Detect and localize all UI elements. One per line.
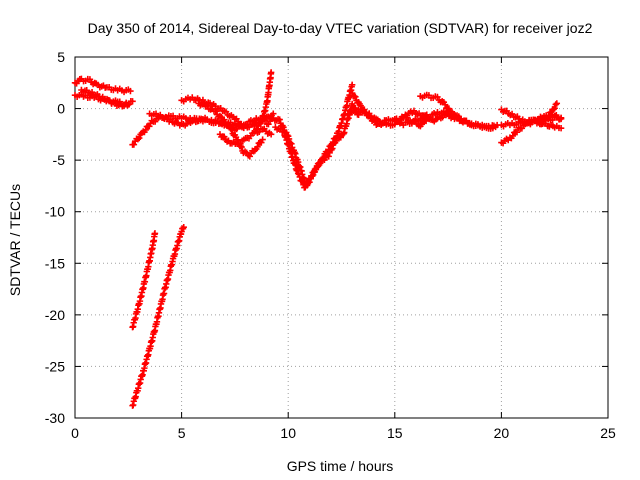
data-point [418, 121, 426, 128]
data-point [357, 102, 364, 109]
x-tick-labels: 0 5 10 15 20 25 [71, 425, 616, 441]
data-point [263, 113, 271, 121]
data-point [254, 143, 261, 150]
data-point [212, 108, 219, 115]
data-series [71, 69, 565, 409]
data-point [557, 124, 565, 132]
y-tick-label: -25 [45, 358, 65, 374]
data-point [136, 134, 143, 142]
data-point [441, 101, 449, 108]
series-arc-20 [129, 230, 159, 331]
data-point [552, 101, 559, 108]
data-point [130, 141, 138, 148]
data-point [296, 173, 303, 181]
data-point [557, 115, 565, 123]
y-tick-label: -20 [45, 307, 65, 323]
x-tick-label: 20 [494, 425, 510, 441]
y-tick-label: 0 [57, 101, 65, 117]
y-tick-label: -15 [45, 255, 65, 271]
data-point [509, 132, 516, 140]
series-arc-7 [195, 100, 266, 160]
series-arc-9 [253, 69, 275, 133]
y-axis-label: SDTVAR / TECUs [7, 184, 23, 296]
data-point [366, 112, 373, 119]
data-point [258, 118, 265, 125]
x-tick-label: 10 [280, 425, 296, 441]
data-point [299, 178, 306, 185]
data-point [276, 116, 283, 123]
data-point [316, 160, 324, 167]
plot-frame [74, 56, 609, 419]
data-point [129, 98, 136, 105]
data-point [254, 125, 261, 133]
data-point [311, 168, 319, 176]
data-point [553, 100, 561, 107]
data-point [257, 119, 264, 127]
data-point [151, 230, 159, 237]
y-tick-labels: 5 0 -5 -10 -15 -20 -25 -30 [45, 49, 65, 426]
data-point [146, 123, 153, 130]
data-point [328, 146, 335, 154]
y-tick-label: -5 [53, 152, 66, 168]
series-arc-19 [536, 100, 561, 128]
data-point [551, 105, 558, 112]
data-point [333, 137, 340, 145]
data-point [352, 93, 359, 101]
series-arc-11 [272, 100, 362, 191]
data-point [348, 100, 356, 108]
x-axis-label: GPS time / hours [287, 458, 394, 474]
data-point [238, 120, 245, 128]
data-point [448, 108, 456, 115]
series-arc-3 [78, 86, 136, 110]
data-point [228, 126, 235, 133]
y-tick-label: -30 [45, 410, 65, 426]
data-point [222, 108, 230, 115]
series-arc-8 [216, 125, 275, 148]
data-point [222, 118, 229, 126]
data-point [180, 223, 187, 231]
data-point [227, 125, 234, 132]
data-point [325, 153, 332, 160]
data-point [203, 102, 211, 109]
x-tick-label: 15 [387, 425, 403, 441]
data-point [513, 128, 521, 136]
data-point [545, 112, 552, 120]
data-point [348, 81, 356, 89]
series-arc-15 [417, 91, 462, 122]
chart-title: Day 350 of 2014, Sidereal Day-to-day VTE… [88, 20, 593, 36]
data-point [267, 131, 275, 138]
series-arc-18 [498, 116, 565, 132]
data-point [134, 135, 142, 143]
data-point [455, 114, 462, 122]
data-point [550, 106, 557, 113]
data-point [267, 69, 275, 76]
data-point [258, 139, 265, 146]
data-point [246, 153, 254, 160]
data-point [304, 180, 312, 187]
data-point [489, 124, 497, 132]
data-point [329, 145, 336, 152]
data-point [142, 126, 149, 134]
data-point [308, 172, 315, 180]
x-tick-label: 25 [600, 425, 616, 441]
axis-ticks [74, 56, 609, 419]
data-point [127, 87, 134, 95]
x-tick-label: 5 [178, 425, 186, 441]
x-tick-label: 0 [71, 425, 79, 441]
series-arc-21 [129, 223, 187, 409]
series-arc-1 [71, 75, 134, 96]
data-point [259, 136, 266, 143]
y-tick-label: -10 [45, 204, 65, 220]
y-tick-label: 5 [57, 49, 65, 65]
